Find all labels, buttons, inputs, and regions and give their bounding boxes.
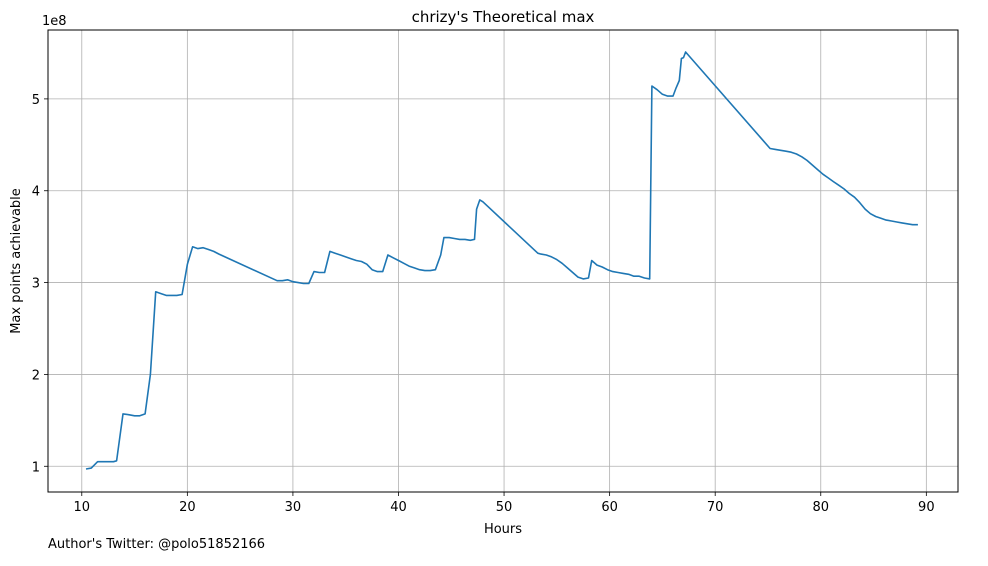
y-tick-label: 5 <box>32 93 40 108</box>
plot-frame <box>47 29 959 493</box>
tick-layer: 10 20 30 40 50 60 70 80 90 1 2 3 4 5 <box>32 93 935 515</box>
y-tick-label: 4 <box>32 185 40 200</box>
grid-layer <box>48 30 958 492</box>
y-tick-label: 2 <box>32 368 40 383</box>
series-line <box>85 51 918 470</box>
author-twitter-note: Author's Twitter: @polo51852166 <box>48 537 266 552</box>
y-tick-label: 3 <box>32 277 40 292</box>
x-tick-label: 60 <box>601 500 618 515</box>
x-tick-label: 50 <box>496 500 513 515</box>
x-axis-label: Hours <box>484 522 522 537</box>
chart-title: chrizy's Theoretical max <box>412 8 595 26</box>
y-tick-label: 1 <box>32 460 40 475</box>
y-axis-label: Max points achievable <box>9 188 24 334</box>
x-tick-label: 30 <box>285 500 302 515</box>
x-tick-label: 90 <box>918 500 935 515</box>
x-tick-label: 10 <box>74 500 91 515</box>
series-layer <box>85 51 918 470</box>
x-tick-label: 40 <box>390 500 407 515</box>
x-tick-label: 70 <box>707 500 724 515</box>
x-tick-label: 80 <box>812 500 829 515</box>
x-tick-label: 20 <box>179 500 196 515</box>
y-axis-multiplier: 1e8 <box>42 14 67 29</box>
